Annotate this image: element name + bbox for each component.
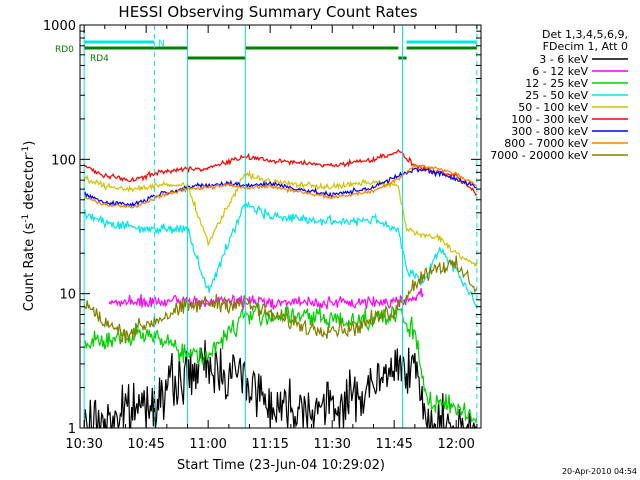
plot-frame <box>79 24 482 429</box>
series-line-3-6-kev <box>83 340 478 430</box>
legend-header-line1: Det 1,3,4,5,6,9, <box>542 28 628 41</box>
y-axis: 1 10 100 1000 <box>43 19 481 437</box>
x-axis: 10:30 10:45 11:00 11:15 11:30 11:45 12:00 <box>65 25 478 452</box>
legend-label-1: 6 - 12 keV <box>532 65 588 78</box>
y-tick-label-2: 100 <box>51 153 76 168</box>
flag-label-rd0: RD0 <box>55 45 74 55</box>
legend-label-2: 12 - 25 keV <box>525 77 588 90</box>
series-line-50-100-kev <box>83 170 478 268</box>
series-line-300-800-kev <box>83 167 478 208</box>
series-line-800-7000-kev <box>84 164 478 209</box>
series-line-12-25-kev <box>83 303 478 424</box>
legend-header-line2: FDecim 1, Att 0 <box>543 40 628 53</box>
y-tick-label-3: 1000 <box>43 19 76 34</box>
series-line-7000-20000-kev <box>83 255 478 344</box>
series-lines <box>83 148 478 430</box>
x-axis-label: Start Time (23-Jun-04 10:29:02) <box>177 458 385 473</box>
y-label-part3: ) <box>22 141 37 146</box>
y-tick-label-1: 10 <box>59 288 76 303</box>
legend-label-6: 300 - 800 keV <box>511 125 588 138</box>
legend-label-4: 50 - 100 keV <box>518 101 588 114</box>
legend-label-7: 800 - 7000 keV <box>504 137 588 150</box>
legend-label-8: 7000 - 20000 keV <box>490 149 588 162</box>
attenuator-lines <box>83 25 478 428</box>
timestamp: 20-Apr-2010 04:54 <box>562 467 637 476</box>
x-tick-label-4: 11:30 <box>313 437 350 452</box>
y-label-sup2: -1 <box>21 146 31 155</box>
series-line-6-12-kev <box>108 287 424 311</box>
y-label-sup1: -1 <box>21 214 31 223</box>
flag-label-rd4: RD4 <box>90 54 109 64</box>
x-tick-label-5: 11:45 <box>375 437 412 452</box>
flag-bars: N RD0 RD4 <box>55 39 477 64</box>
y-tick-label-0: 1 <box>68 422 76 437</box>
flag-label-n: N <box>158 39 165 49</box>
series-line-100-300-kev <box>83 148 478 197</box>
x-tick-label-3: 11:15 <box>251 437 288 452</box>
y-label-part2: detector <box>22 154 37 214</box>
series-line-25-50-kev <box>83 200 478 308</box>
x-tick-label-2: 11:00 <box>189 437 226 452</box>
x-tick-label-1: 10:45 <box>127 437 164 452</box>
y-axis-label: Count Rate (s-1 detector-1) <box>21 141 37 312</box>
chart-title: HESSI Observing Summary Count Rates <box>118 3 417 21</box>
legend-label-5: 100 - 300 keV <box>511 113 588 126</box>
x-tick-label-0: 10:30 <box>65 437 102 452</box>
legend-label-3: 25 - 50 keV <box>525 89 588 102</box>
y-label-part1: Count Rate (s <box>22 223 37 312</box>
x-tick-label-6: 12:00 <box>437 437 474 452</box>
legend-label-0: 3 - 6 keV <box>539 53 588 66</box>
